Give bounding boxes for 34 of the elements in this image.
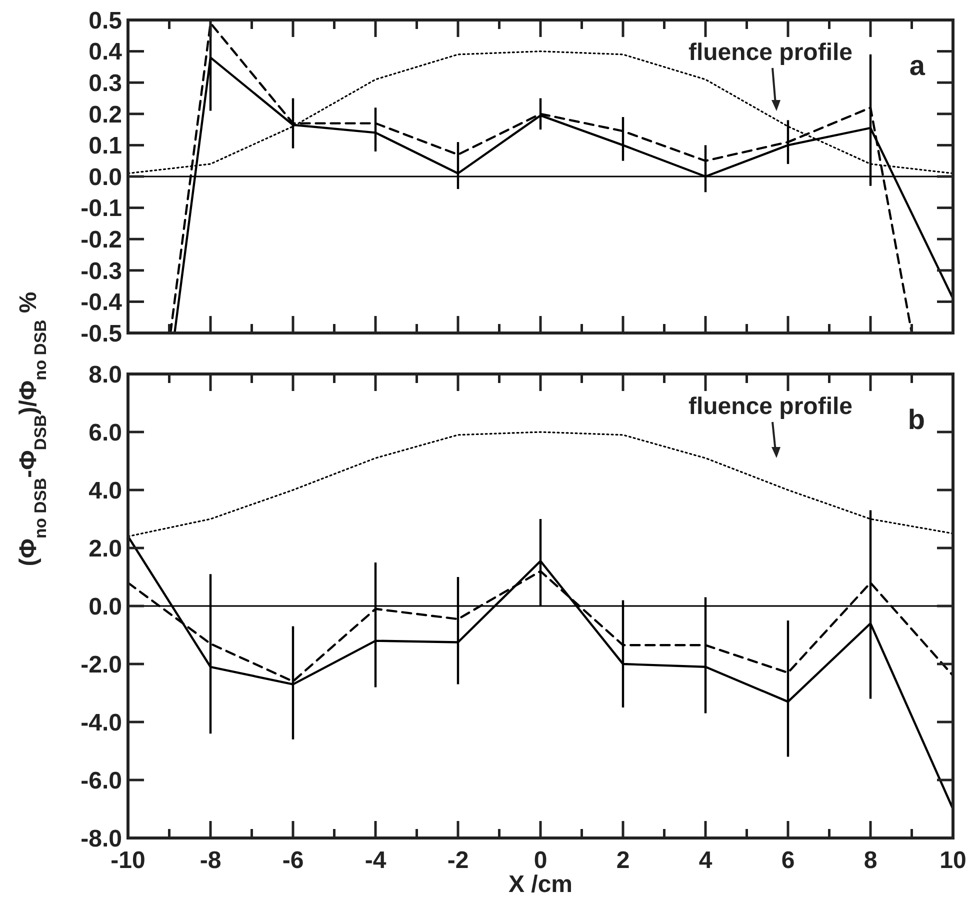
y-tick-label: -0.1: [80, 195, 122, 222]
y-tick-label: 4.0: [88, 477, 122, 504]
x-tick-label: 8: [864, 847, 878, 874]
y-tick-label: -0.2: [80, 226, 122, 254]
y-tick-label: 0.2: [88, 101, 122, 128]
x-tick-label: -4: [364, 847, 387, 874]
x-tick-label: 6: [781, 847, 795, 874]
y-tick-label: 0.0: [88, 593, 122, 620]
x-tick-label: 2: [616, 847, 630, 874]
x-axis-title: X /cm: [508, 871, 573, 898]
y-tick-label: -2.0: [80, 651, 122, 678]
x-tick-label: 0: [534, 847, 548, 874]
x-tick-label: -2: [447, 847, 469, 874]
y-tick-label: 0.1: [88, 132, 122, 160]
y-tick-label: -0.5: [80, 320, 122, 348]
y-tick-label: 6.0: [88, 419, 122, 446]
y-tick-label: -0.4: [80, 289, 123, 316]
annotation: fluence profile: [688, 39, 853, 66]
y-tick-label: 8.0: [88, 361, 122, 388]
x-tick-label: 4: [698, 847, 713, 874]
y-tick-label: -6.0: [80, 767, 122, 794]
annotation: a: [909, 50, 926, 81]
x-tick-label: -6: [282, 847, 304, 874]
x-tick-label: -8: [200, 847, 222, 874]
y-tick-label: -0.3: [80, 258, 122, 285]
y-tick-label: 0.3: [88, 70, 122, 97]
y-tick-label: -4.0: [80, 709, 122, 736]
y-tick-label: 2.0: [88, 535, 122, 562]
y-tick-label: 0.4: [88, 38, 123, 66]
annotation: fluence profile: [688, 393, 853, 420]
x-tick-label: 10: [940, 847, 966, 874]
y-tick-label: 0.0: [88, 164, 122, 191]
y-tick-label: 0.5: [88, 7, 122, 34]
annotation: b: [908, 404, 925, 435]
